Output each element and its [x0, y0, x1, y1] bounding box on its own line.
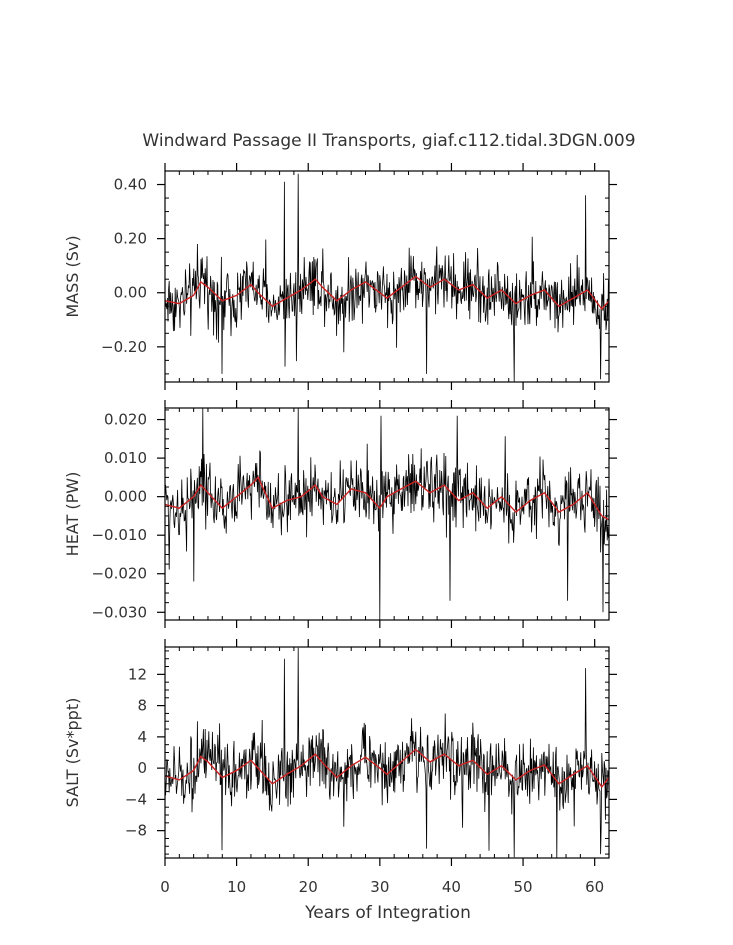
mass-smoothed-series-line	[165, 275, 609, 311]
x-tick-label: 10	[227, 878, 246, 896]
salt-y-axis-label: SALT (Sv*ppt)	[63, 698, 82, 808]
heat-smoothed-series-line	[165, 476, 609, 521]
mass-y-tick-label: 0.00	[114, 284, 147, 302]
salt-raw-series-line	[165, 647, 609, 858]
salt-y-tick-label: −4	[125, 790, 147, 808]
x-tick-label: 30	[370, 878, 389, 896]
mass-y-tick-label: −0.20	[101, 338, 147, 356]
salt-y-tick-label: 4	[137, 728, 147, 746]
mass-y-tick-label: 0.20	[114, 230, 147, 248]
panel-salt: −8 −4 0 4 8 12 SALT (Sv*ppt) 0 10 20 30 40 50 60	[63, 639, 617, 896]
x-axis-label: Years of Integration	[304, 903, 471, 923]
heat-y-tick-label: −0.010	[91, 526, 147, 544]
heat-raw-series-line	[165, 408, 609, 620]
mass-raw-series-line	[165, 173, 609, 382]
heat-y-axis-label: HEAT (PW)	[63, 472, 82, 557]
x-tick-label: 20	[299, 878, 318, 896]
heat-y-tick-label: −0.030	[91, 603, 147, 621]
heat-y-tick-label: 0.010	[104, 449, 147, 467]
x-tick-label: 0	[160, 878, 170, 896]
panel-mass: −0.20 0.00 0.20 0.40 MASS (Sv)	[63, 163, 617, 390]
salt-y-tick-label: 0	[137, 759, 147, 777]
salt-y-tick-label: −8	[125, 822, 147, 840]
salt-axes-frame	[164, 646, 610, 859]
heat-y-tick-label: 0.020	[104, 411, 147, 429]
mass-axes-frame	[164, 170, 610, 383]
x-tick-label: 60	[585, 878, 604, 896]
salt-smoothed-series-line	[165, 748, 609, 789]
mass-y-axis-label: MASS (Sv)	[63, 235, 82, 317]
heat-y-tick-label: 0.000	[104, 488, 147, 506]
mass-y-tick-label: 0.40	[114, 176, 147, 194]
panel-heat: −0.030 −0.020 −0.010 0.000 0.010 0.020 HEAT (P…	[63, 400, 617, 628]
x-tick-label: 50	[514, 878, 533, 896]
chart-title: Windward Passage II Transports, giaf.c11…	[142, 131, 635, 151]
salt-y-tick-label: 8	[137, 697, 147, 715]
salt-y-tick-label: 12	[128, 665, 147, 683]
heat-y-tick-label: −0.020	[91, 565, 147, 583]
x-tick-label: 40	[442, 878, 461, 896]
heat-axes-frame	[164, 407, 610, 621]
